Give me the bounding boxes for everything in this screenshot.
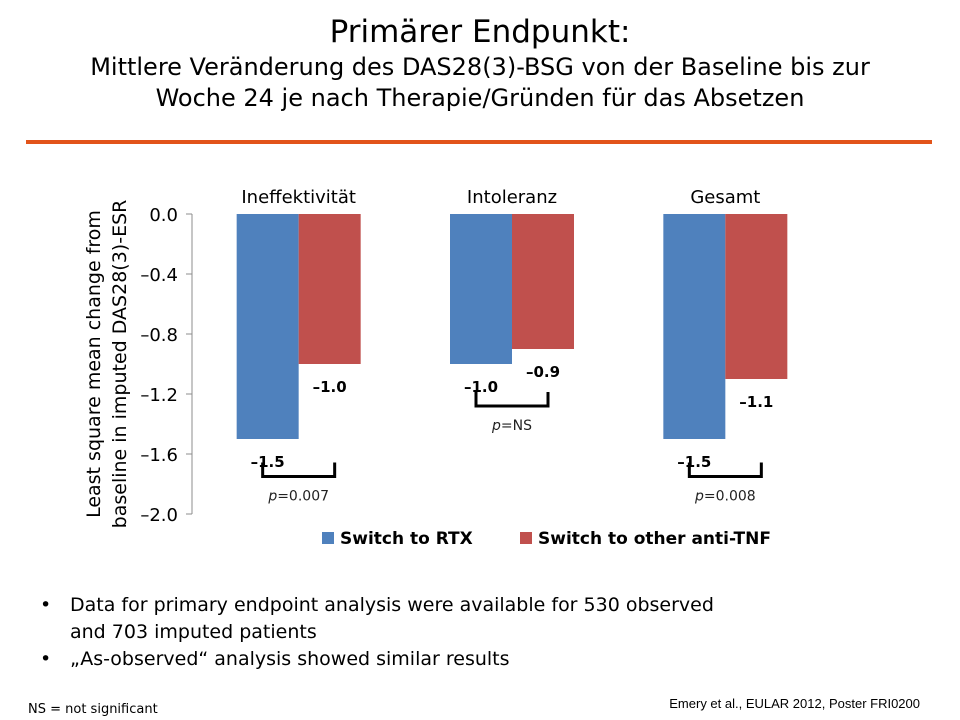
bullet-text: and 703 imputed patients [70, 621, 317, 643]
bullet-text: Data for primary endpoint analysis were … [70, 594, 714, 616]
y-tick-label: 0.0 [149, 205, 178, 226]
significance-bracket [687, 462, 763, 478]
bar-rtx [663, 214, 726, 439]
source-citation: Emery et al., EULAR 2012, Poster FRI0200 [669, 696, 920, 711]
bullet-continuation: and 703 imputed patients [40, 619, 920, 646]
bar-chart: 0.0 –0.4 –0.8 –1.2 –1.6 –2.0 Least square mean… [83, 187, 788, 549]
page-title: Primärer Endpunkt: [329, 14, 631, 50]
data-label: –1.5 [677, 453, 711, 471]
category-label: Ineffektivität [241, 187, 356, 208]
y-tick-label: –0.4 [140, 265, 178, 286]
bar-anti-tnf [725, 214, 788, 379]
y-tick-label: –1.2 [140, 385, 178, 406]
y-axis-title-line2: baseline in imputed DAS28(3)-ESR [109, 200, 131, 529]
bullet-dot: • [40, 648, 52, 670]
p-symbol: p [267, 489, 277, 505]
page-subtitle-line1: Mittlere Veränderung des DAS28(3)-BSG vo… [90, 53, 870, 81]
category-label: Gesamt [690, 187, 760, 208]
p-value: =0.008 [704, 489, 756, 505]
data-label: –0.9 [526, 363, 560, 381]
bullet-item: • „As-observed“ analysis showed similar … [40, 646, 920, 673]
p-value-label: p=0.008 [694, 489, 756, 505]
bar-rtx [236, 214, 299, 439]
category-label: Intoleranz [467, 187, 557, 208]
p-symbol: p [694, 489, 704, 505]
title-block: Primärer Endpunkt: Mittlere Veränderung … [0, 12, 960, 114]
y-tick-label: –1.6 [140, 445, 178, 466]
bar-anti-tnf [298, 214, 361, 364]
bullet-text: „As-observed“ analysis showed similar re… [70, 648, 510, 670]
data-label: –1.0 [464, 378, 498, 396]
bullet-item: • Data for primary endpoint analysis wer… [40, 592, 920, 619]
significance-bracket [261, 462, 337, 478]
bullet-list: • Data for primary endpoint analysis wer… [40, 592, 920, 673]
bar-anti-tnf [512, 214, 574, 349]
bullet-dot: • [40, 594, 52, 616]
y-tick-label: –2.0 [140, 505, 178, 526]
legend-label-anti-tnf: Switch to other anti-TNF [538, 529, 771, 549]
footnote: NS = not significant [28, 702, 158, 717]
p-symbol: p [491, 418, 501, 434]
significance-bracket [474, 392, 550, 408]
p-value: =0.007 [277, 489, 329, 505]
legend-swatch-rtx [322, 532, 334, 544]
p-value: =NS [501, 418, 532, 434]
title-divider [26, 140, 932, 144]
bar-rtx [450, 214, 512, 364]
y-axis-title-line1: Least square mean change from [83, 210, 105, 518]
p-value-label: p=0.007 [267, 489, 329, 505]
legend-label-rtx: Switch to RTX [340, 529, 473, 549]
data-label: –1.5 [251, 453, 285, 471]
legend-swatch-anti-tnf [520, 532, 532, 544]
p-value-label: p=NS [491, 418, 532, 434]
y-tick-label: –0.8 [140, 325, 178, 346]
data-label: –1.1 [739, 393, 773, 411]
data-label: –1.0 [313, 378, 347, 396]
page-subtitle-line2: Woche 24 je nach Therapie/Gründen für da… [155, 84, 805, 112]
